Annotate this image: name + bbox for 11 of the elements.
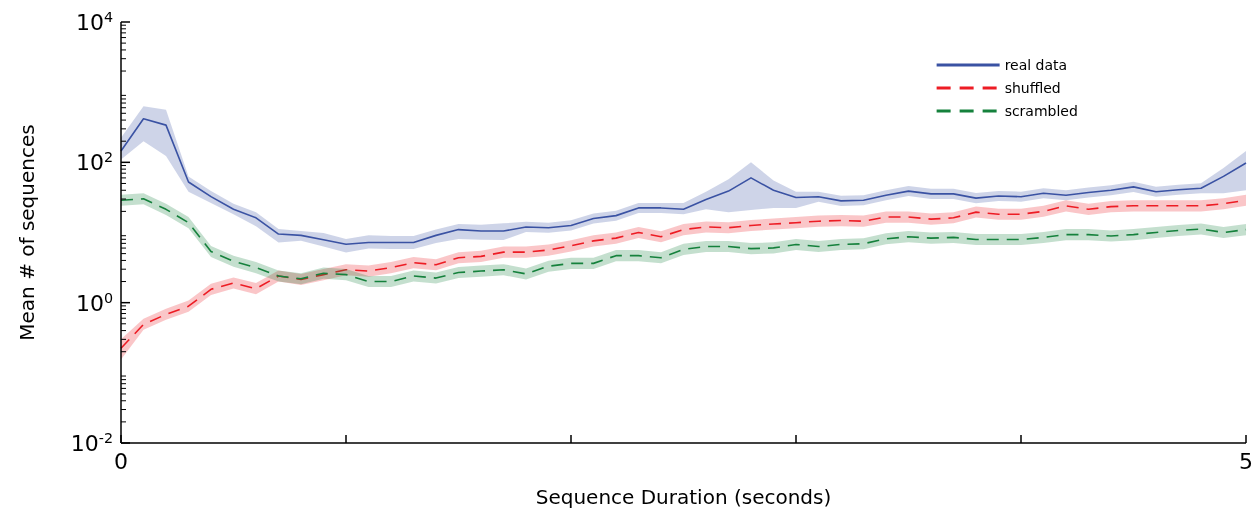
y-tick-label: 10$^{2}$ [75, 149, 113, 176]
y-tick-label: 10$^{0}$ [75, 289, 113, 316]
y-tick-label: 10$^{4}$ [75, 9, 113, 35]
x-tick-label: 5 [1239, 449, 1253, 474]
x-axis-title: Sequence Duration (seconds) [535, 485, 832, 509]
legend-label: scrambled [1004, 103, 1078, 119]
x-tick-label: 0 [114, 449, 128, 474]
legend-label: real data [1004, 57, 1068, 73]
y-axis-title: Mean # of sequences [15, 124, 39, 341]
y-tick-label: 10$^{-2}$ [70, 430, 113, 456]
legend-label: shuffled [1004, 80, 1061, 96]
